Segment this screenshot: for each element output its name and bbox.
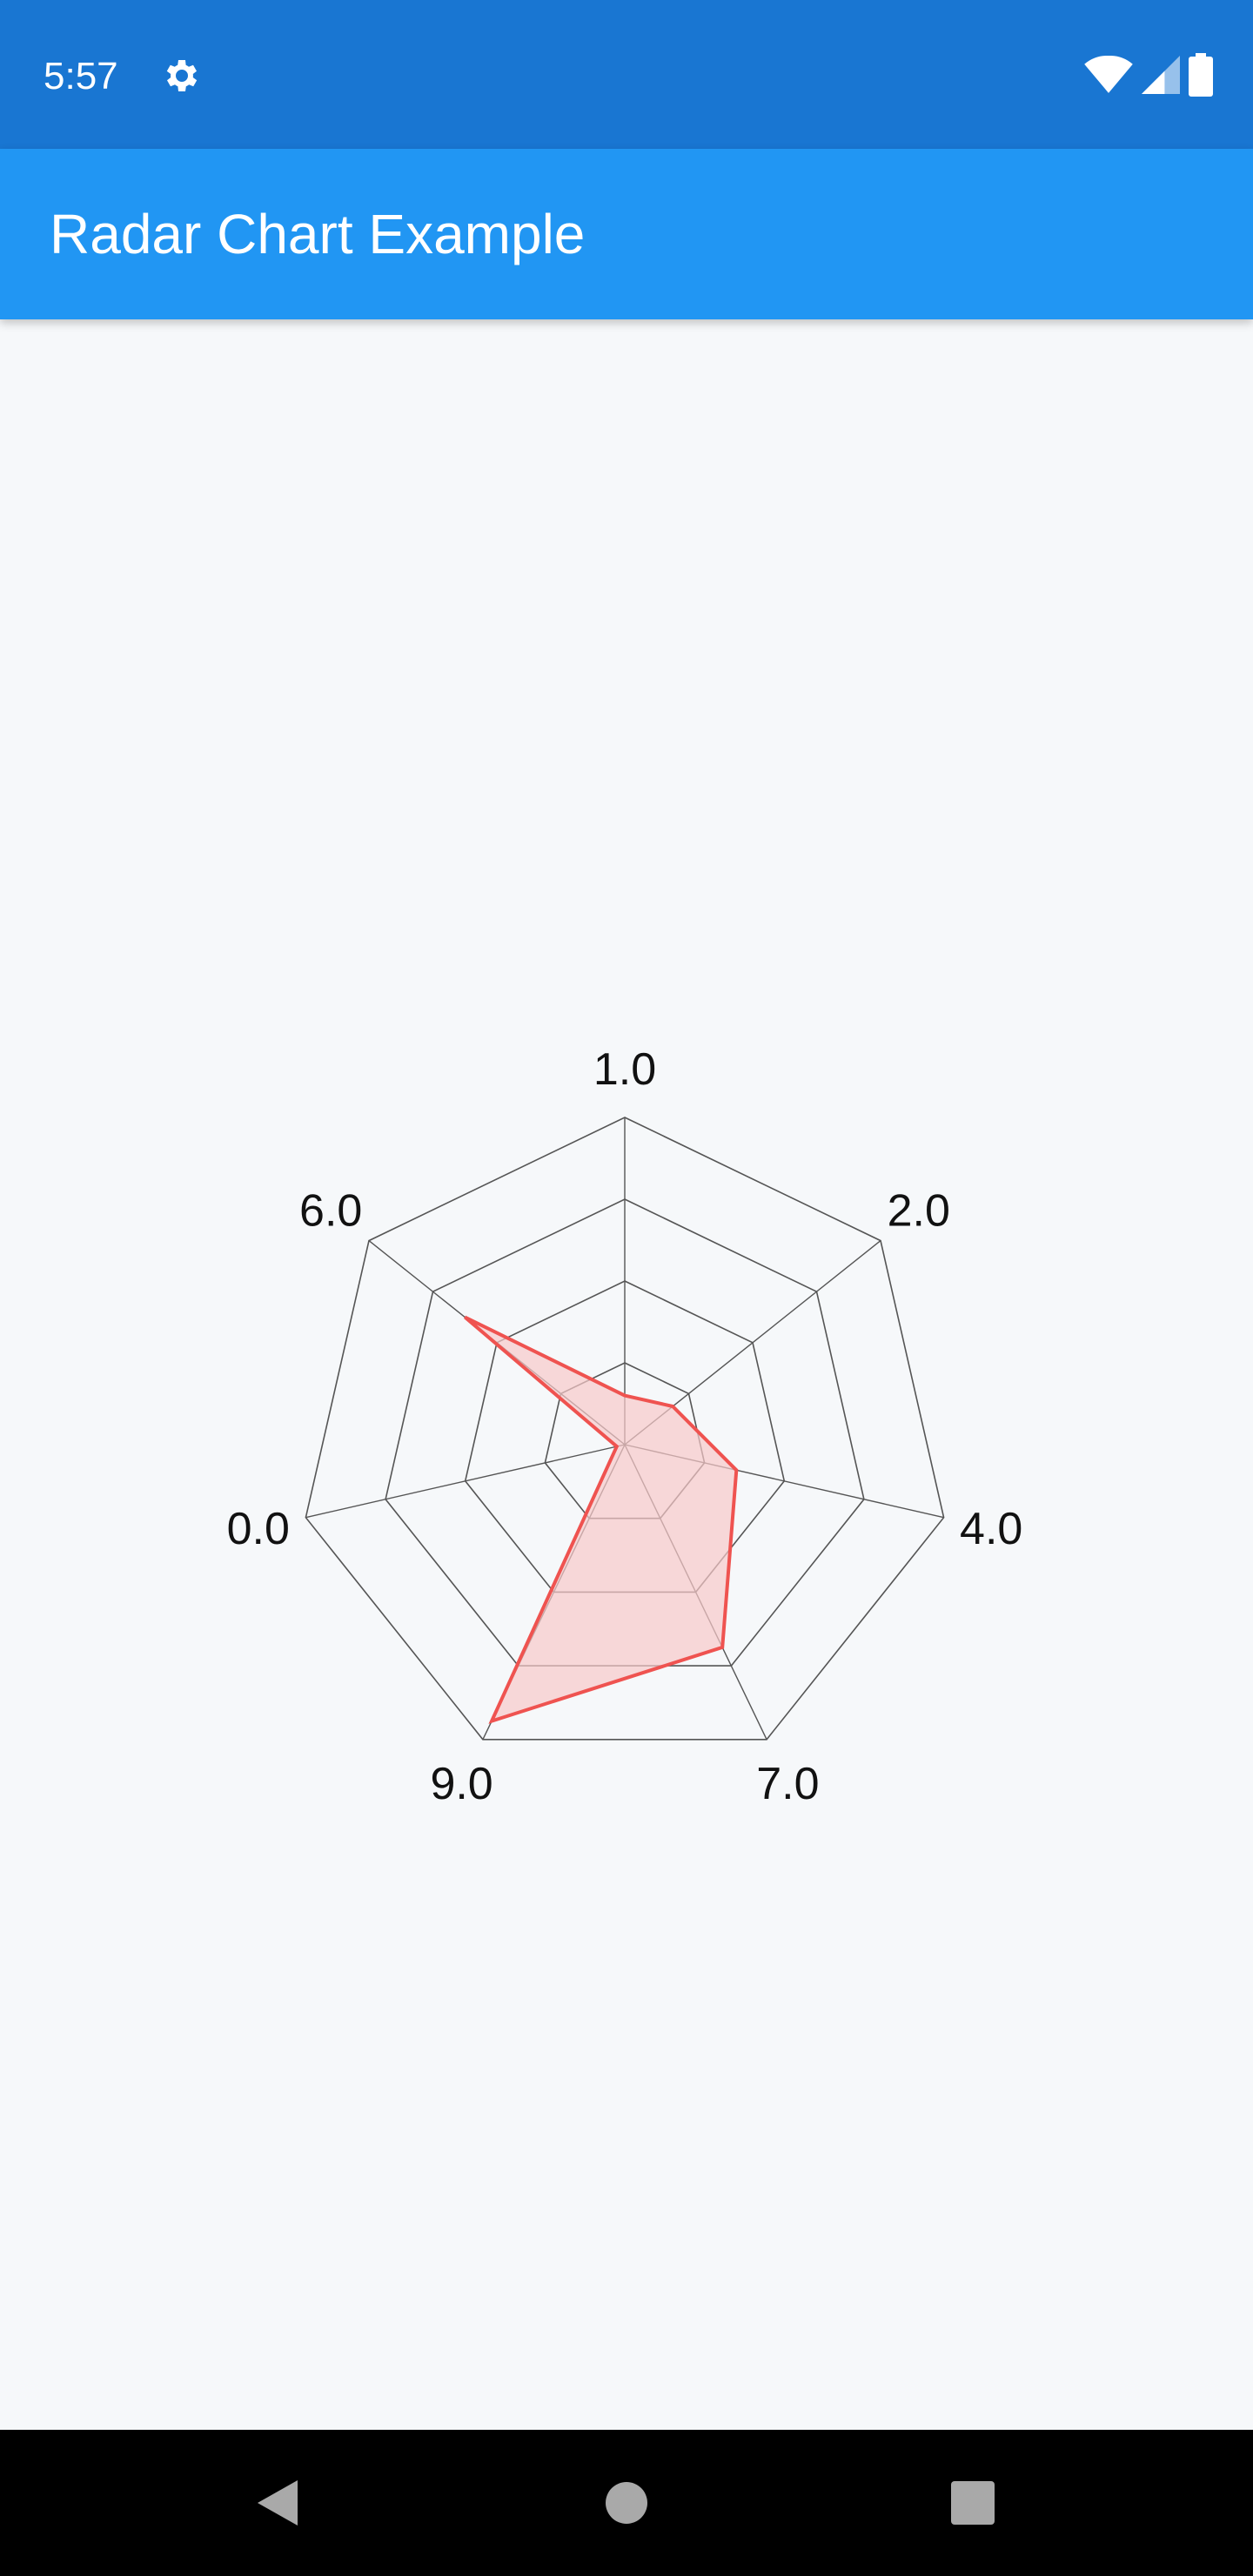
status-time: 5:57 [44,55,118,97]
battery-icon [1189,53,1213,97]
axis-label: 7.0 [756,1759,819,1809]
back-icon [258,2480,298,2526]
grid-ring-4 [305,1117,945,1741]
radar-chart: 1.0 2.0 4.0 7.0 9.0 0.0 6.0 [227,1044,1023,1809]
home-button[interactable] [593,2470,660,2536]
recents-button[interactable] [940,2470,1006,2536]
gear-icon [166,60,198,91]
axis-label: 1.0 [593,1044,656,1095]
axis-label: 0.0 [227,1504,290,1554]
home-icon [606,2482,647,2524]
navigation-bar [0,2430,1253,2576]
grid-spoke [305,1444,626,1519]
axis-label: 2.0 [888,1186,950,1237]
status-bar: 5:57 [0,0,1253,149]
cell-signal-icon [1142,56,1180,94]
axis-label: 9.0 [430,1759,492,1809]
axis-label: 6.0 [299,1186,362,1237]
app-bar: Radar Chart Example [0,149,1253,319]
axis-label: 4.0 [960,1504,1022,1554]
back-button[interactable] [245,2470,311,2536]
recents-icon [951,2481,995,2525]
page-title: Radar Chart Example [50,203,586,265]
chart-area: 1.0 2.0 4.0 7.0 9.0 0.0 6.0 [0,319,1253,2430]
wifi-icon [1084,56,1133,93]
status-icons [1084,52,1213,97]
series-area-0 [464,1315,739,1724]
